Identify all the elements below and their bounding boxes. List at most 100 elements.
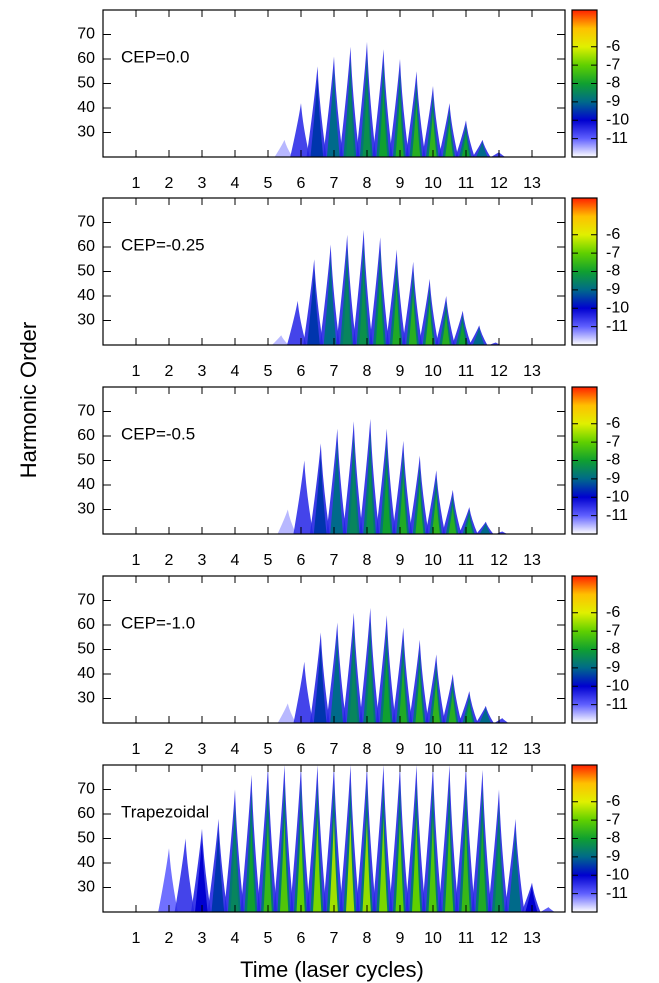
- burst: [475, 705, 494, 723]
- plot-area: [158, 765, 555, 912]
- colorbar-tick-label: -10: [606, 299, 629, 316]
- burst: [385, 249, 406, 345]
- burst: [489, 342, 501, 345]
- colorbar-tick-label: -11: [606, 318, 628, 335]
- colorbar-tick-label: -7: [606, 244, 620, 261]
- x-tick-label: 1: [132, 363, 141, 380]
- x-tick-label: 7: [330, 175, 339, 192]
- y-tick-label: 30: [77, 312, 95, 329]
- x-tick-label: 12: [490, 552, 508, 569]
- x-tick-label: 10: [424, 363, 442, 380]
- burst: [455, 120, 475, 157]
- burst: [359, 607, 380, 723]
- plot-area: [271, 229, 501, 345]
- x-tick-label: 12: [490, 363, 508, 380]
- x-tick-label: 7: [330, 930, 339, 947]
- x-tick-label: 6: [297, 552, 306, 569]
- burst: [389, 59, 409, 157]
- x-tick-label: 4: [231, 552, 240, 569]
- x-tick-label: 2: [165, 552, 174, 569]
- burst: [421, 765, 443, 912]
- x-tick-label: 9: [396, 552, 405, 569]
- x-tick-label: 8: [363, 175, 372, 192]
- burst: [369, 237, 390, 345]
- burst: [277, 703, 296, 723]
- x-tick-label: 1: [132, 741, 141, 758]
- annotation: CEP=-0.25: [121, 235, 205, 254]
- burst: [319, 244, 340, 345]
- y-tick-label: 50: [77, 830, 95, 847]
- burst: [405, 71, 426, 157]
- colorbar-tick-label: -8: [606, 452, 620, 469]
- colorbar-tick-label: -8: [606, 75, 620, 92]
- burst: [352, 229, 373, 345]
- colorbar-tick-label: -7: [606, 622, 620, 639]
- burst: [309, 443, 330, 534]
- y-axis-label: Harmonic Order: [16, 322, 41, 478]
- x-tick-label: 13: [523, 741, 541, 758]
- x-tick-label: 4: [231, 363, 240, 380]
- burst: [438, 765, 459, 912]
- y-tick-label: 50: [77, 75, 95, 92]
- x-tick-label: 10: [424, 175, 442, 192]
- burst: [392, 627, 413, 723]
- burst: [458, 691, 478, 723]
- colorbar-tick-label: -8: [606, 263, 620, 280]
- x-tick-label: 6: [297, 175, 306, 192]
- x-tick-label: 8: [363, 363, 372, 380]
- burst: [438, 103, 459, 157]
- x-tick-label: 9: [396, 930, 405, 947]
- y-tick-label: 60: [77, 805, 95, 822]
- x-tick-label: 8: [363, 930, 372, 947]
- burst: [342, 421, 363, 534]
- burst: [359, 418, 380, 534]
- colorbar-tick-label: -11: [606, 696, 628, 713]
- burst: [375, 428, 396, 534]
- burst: [435, 296, 455, 345]
- colorbar-tick-label: -9: [606, 281, 620, 298]
- burst: [223, 789, 245, 912]
- x-tick-label: 5: [264, 363, 273, 380]
- burst: [425, 654, 446, 723]
- burst: [207, 818, 228, 912]
- colorbar-tick-label: -8: [606, 641, 620, 658]
- x-tick-label: 13: [523, 175, 541, 192]
- colorbar-tick-label: -9: [606, 848, 620, 865]
- y-tick-label: 70: [77, 26, 95, 43]
- burst: [392, 440, 413, 534]
- burst: [442, 489, 462, 534]
- colorbar-tick-label: -6: [606, 793, 620, 810]
- x-tick-label: 5: [264, 175, 273, 192]
- burst: [336, 234, 357, 345]
- burst: [491, 152, 506, 157]
- burst: [326, 428, 347, 534]
- burst: [158, 848, 178, 912]
- y-tick-label: 70: [77, 214, 95, 231]
- burst: [355, 41, 377, 157]
- y-tick-label: 50: [77, 641, 95, 658]
- x-tick-label: 4: [231, 175, 240, 192]
- colorbar-tick-label: -10: [606, 111, 629, 128]
- x-tick-label: 2: [165, 741, 174, 758]
- y-tick-label: 40: [77, 665, 95, 682]
- colorbar-tick-label: -7: [606, 56, 620, 73]
- colorbar-tick-label: -9: [606, 659, 620, 676]
- x-tick-label: 5: [264, 930, 273, 947]
- x-tick-label: 10: [424, 552, 442, 569]
- burst: [472, 139, 491, 157]
- colorbar-tick-label: -7: [606, 433, 620, 450]
- y-tick-label: 40: [77, 99, 95, 116]
- burst: [458, 507, 478, 534]
- burst: [355, 765, 377, 912]
- burst: [273, 765, 294, 912]
- colorbar-tick-label: -10: [606, 488, 629, 505]
- burst: [442, 674, 462, 723]
- plot-area: [277, 607, 509, 723]
- x-tick-label: 2: [165, 363, 174, 380]
- burst: [309, 632, 330, 723]
- colorbar-tick-label: -6: [606, 226, 620, 243]
- burst: [174, 838, 195, 912]
- x-axis-label: Time (laser cycles): [240, 957, 424, 982]
- burst: [287, 300, 307, 345]
